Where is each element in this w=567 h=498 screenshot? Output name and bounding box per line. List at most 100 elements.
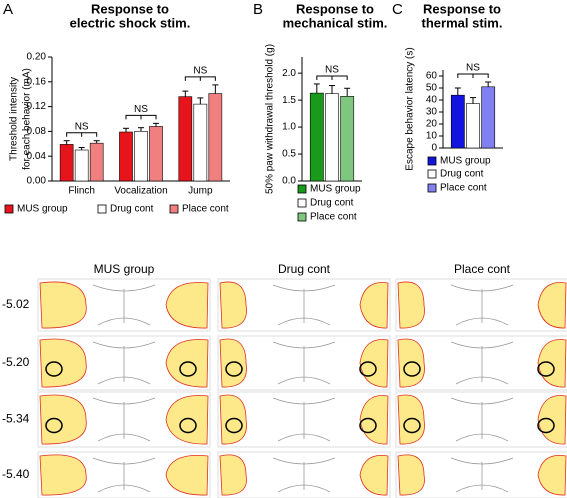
bar (466, 103, 480, 149)
legend-label: Place cont (310, 212, 357, 223)
x-tick-label: Vocalization (114, 186, 167, 197)
legend-swatch (297, 212, 307, 222)
column-header: Place cont (454, 262, 511, 276)
y-tick-label: 50 (426, 83, 438, 94)
atlas-panel (217, 278, 391, 332)
bar (325, 93, 339, 182)
error-bar (329, 85, 335, 94)
y-tick-label: 40 (426, 95, 438, 106)
atlas-outline (272, 457, 336, 493)
atlas-panel (217, 335, 391, 391)
chart-title: Response to (296, 1, 374, 16)
lesion-left (397, 281, 425, 329)
x-tick-label: Flinch (68, 186, 95, 197)
target-left (403, 361, 421, 377)
legend-swatch (427, 183, 437, 193)
lesion-left (39, 281, 87, 329)
bar (340, 96, 355, 182)
atlas-outline (92, 341, 156, 385)
atlas-panel (217, 451, 391, 498)
target-left (225, 361, 243, 377)
atlas-panel (395, 278, 567, 332)
row-label: -5.34 (2, 412, 30, 426)
column-header: MUS group (94, 262, 155, 276)
y-tick-label: 0.5 (282, 149, 296, 160)
atlas-panel (37, 391, 211, 448)
atlas-panel (395, 391, 567, 448)
atlas-outline (272, 397, 336, 442)
lesion-right (359, 455, 389, 496)
target-right (359, 361, 377, 377)
ns-label: NS (325, 65, 339, 76)
legend-swatch (427, 156, 437, 166)
chart-title: Response to (91, 1, 169, 16)
target-left (225, 417, 243, 434)
legend-swatch (4, 204, 14, 214)
lesion-right (359, 339, 389, 388)
legend-label: Place cont (182, 204, 229, 215)
error-bar (93, 140, 100, 144)
lesion-left (219, 454, 247, 496)
lesion-left (219, 281, 247, 329)
lesion-left (397, 338, 425, 388)
y-tick-label: 30 (426, 107, 438, 118)
error-bar (138, 127, 144, 132)
legend-label: Drug cont (110, 204, 154, 215)
atlas-panel (37, 335, 211, 391)
lesion-right (165, 339, 209, 388)
bar (59, 144, 74, 182)
legend-label: MUS group (17, 204, 68, 215)
atlas-outline (450, 397, 514, 442)
target-right (179, 361, 197, 377)
atlas-outline (92, 457, 156, 493)
lesion-right (537, 455, 567, 496)
y-tick-label: 0.00 (27, 176, 47, 187)
y-axis-label: Threshold intensity (9, 77, 20, 161)
y-tick-label: 1.0 (282, 122, 296, 133)
y-axis-label: for each behavior (mA) (22, 68, 33, 170)
ns-label: NS (134, 104, 148, 115)
atlas-panel (217, 391, 391, 448)
target-right (537, 361, 555, 377)
atlas-panel (395, 451, 567, 498)
y-tick-label: 20 (426, 119, 438, 130)
atlas-outline (450, 457, 514, 493)
bar (74, 149, 89, 182)
lesion-left (397, 394, 425, 445)
lesion-right (359, 282, 389, 329)
bar (134, 131, 148, 182)
legend-swatch (169, 204, 179, 214)
y-tick-label: 0.12 (27, 101, 47, 112)
target-right (537, 417, 555, 434)
atlas-outline (450, 341, 514, 385)
y-tick-label: 0.04 (27, 151, 47, 162)
panel-letter: A (3, 1, 13, 18)
atlas-outline (92, 284, 156, 326)
y-axis-label: Escape behavior latency (s) (405, 47, 416, 170)
column-header: Drug cont (278, 262, 331, 276)
lesion-left (39, 338, 87, 388)
y-tick-label: 0.20 (27, 52, 47, 63)
atlas-outline (272, 341, 336, 385)
panel-letter: C (392, 1, 403, 18)
bar (309, 92, 324, 182)
target-left (45, 361, 63, 377)
target-left (403, 417, 421, 434)
lesion-right (165, 395, 209, 445)
bar (208, 93, 223, 182)
row-label: -5.20 (2, 355, 30, 369)
y-tick-label: 2.0 (282, 68, 296, 79)
bar (193, 103, 208, 182)
error-bar (485, 81, 492, 87)
error-bar (78, 147, 85, 150)
panel-letter: B (253, 1, 263, 18)
ns-label: NS (466, 63, 480, 74)
atlas-outline (92, 397, 156, 442)
lesion-left (219, 394, 247, 445)
ns-bracket (457, 73, 489, 78)
error-bar (470, 97, 476, 104)
lesion-right (165, 282, 209, 329)
y-tick-label: 60 (426, 71, 438, 82)
atlas-panel (395, 335, 567, 391)
